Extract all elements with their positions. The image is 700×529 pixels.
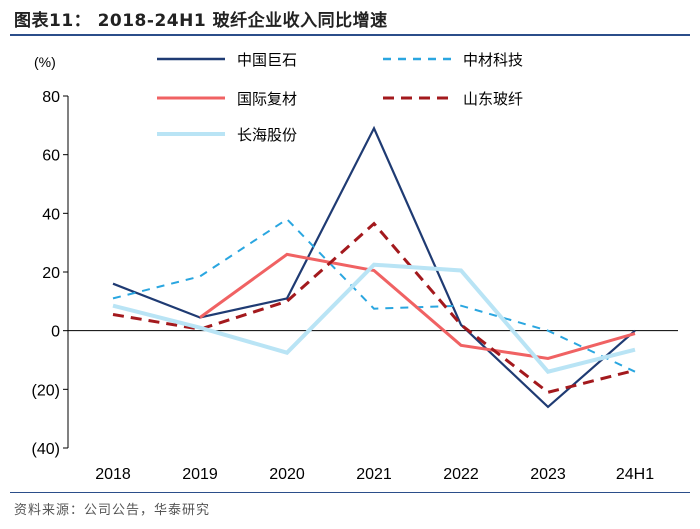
legend-label-1: 中材科技 [463, 52, 523, 69]
x-tick-label: 2018 [95, 466, 131, 483]
legend-label-2: 国际复材 [237, 90, 297, 108]
series-lines [112, 125, 636, 409]
axes [67, 96, 678, 448]
y-axis-unit-label: (%) [34, 54, 56, 70]
y-tick-label: (20) [32, 382, 60, 399]
title-divider [10, 34, 690, 36]
y-tick-label: (40) [32, 441, 60, 458]
series-line-4 [112, 262, 636, 374]
series-line-0 [112, 125, 636, 409]
series-line-2 [199, 252, 636, 361]
y-tick-label: 80 [42, 89, 60, 106]
source-note: 资料来源：公司公告，华泰研究 [14, 503, 211, 518]
x-tick-label: 2019 [182, 466, 218, 483]
x-tick-label: 2021 [356, 466, 392, 483]
legend-label-3: 山东玻纤 [463, 91, 523, 108]
x-tick-label: 2023 [530, 466, 566, 483]
x-tick-label: 24H1 [616, 466, 654, 483]
footer-divider [10, 492, 690, 493]
chart-title: 图表11： 2018-24H1 玻纤企业收入同比增速 [14, 11, 388, 31]
x-tick-labels: 2018 2019 2020 2021 2022 2023 24H1 [95, 466, 654, 483]
series-line-3 [112, 221, 636, 394]
y-tick-label: 20 [42, 265, 60, 282]
legend-label-4: 长海股份 [237, 127, 297, 144]
y-tick-labels: 80 60 40 20 0 (20) (40) [32, 89, 68, 458]
series-line-1 [112, 217, 636, 373]
y-tick-label: 40 [42, 206, 60, 223]
x-tick-label: 2020 [269, 466, 305, 483]
x-tick-label: 2022 [443, 466, 479, 483]
legend-label-0: 中国巨石 [237, 52, 297, 69]
y-tick-label: 0 [51, 324, 60, 341]
y-tick-label: 60 [42, 148, 60, 165]
